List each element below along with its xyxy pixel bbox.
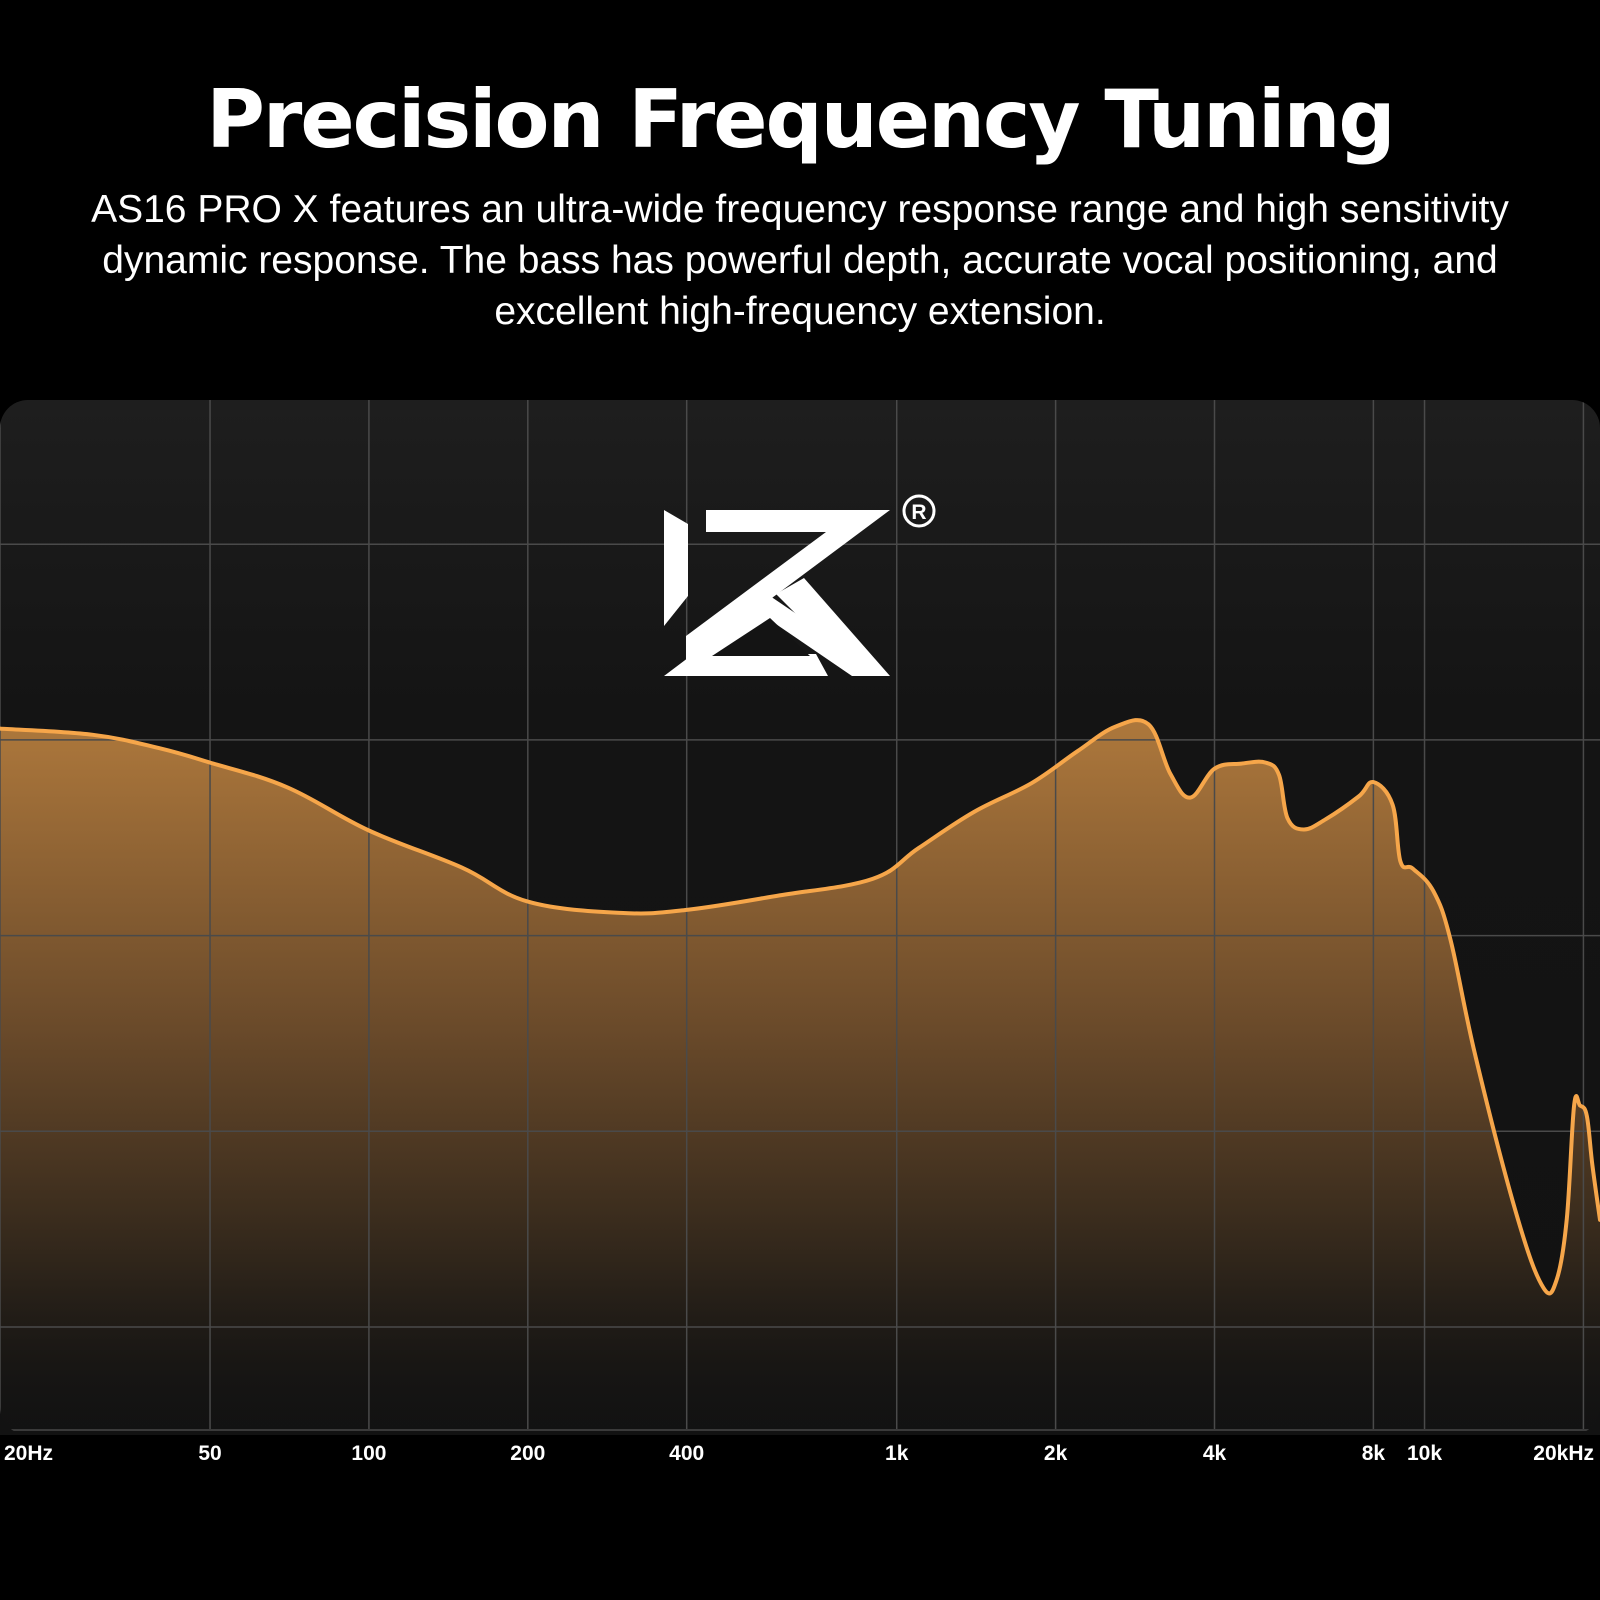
registered-mark-text: R: [911, 501, 926, 524]
area-layer: [0, 720, 1600, 1430]
x-tick-label: 50: [198, 1442, 221, 1465]
frequency-response-line: [0, 718, 1600, 1296]
x-tick-label: 20kHz: [1533, 1442, 1594, 1465]
x-tick-label: 400: [669, 1442, 704, 1465]
page-title: Precision Frequency Tuning: [206, 73, 1395, 166]
curve-layer: [0, 718, 1600, 1296]
tick-layer: 20Hz 50 100 200 400 1k 2k 4k 8k 10k 20kHz: [4, 1442, 1594, 1465]
x-tick-label: 8k: [1362, 1442, 1386, 1465]
kz-logo-icon: [664, 510, 890, 676]
x-tick-label: 1k: [885, 1442, 909, 1465]
x-tick-label: 100: [351, 1442, 386, 1465]
x-tick-label: 200: [510, 1442, 545, 1465]
kz-logo: R: [664, 494, 936, 676]
registered-mark-icon: [902, 494, 936, 528]
x-tick-label: 4k: [1203, 1442, 1227, 1465]
frequency-response-area: [0, 720, 1600, 1430]
x-tick-label: 10k: [1407, 1442, 1442, 1465]
page-subtitle: AS16 PRO X features an ultra-wide freque…: [91, 188, 1509, 333]
x-tick-label: 20Hz: [4, 1442, 53, 1465]
x-tick-label: 2k: [1044, 1442, 1068, 1465]
grid-layer: [0, 400, 1600, 1431]
